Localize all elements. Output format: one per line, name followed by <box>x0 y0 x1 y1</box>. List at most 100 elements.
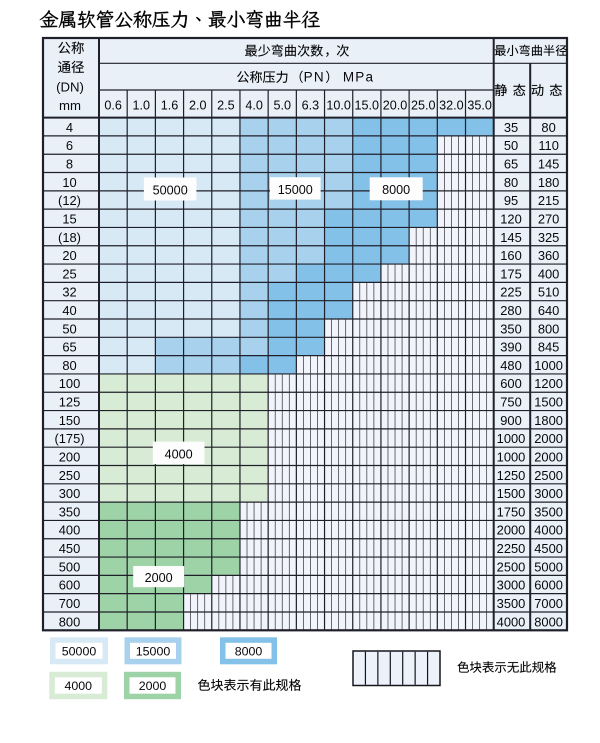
svg-text:300: 300 <box>59 486 81 501</box>
svg-text:80: 80 <box>504 175 518 190</box>
svg-text:400: 400 <box>538 266 560 281</box>
svg-text:3500: 3500 <box>497 596 526 611</box>
svg-text:480: 480 <box>500 358 522 373</box>
svg-text:50000: 50000 <box>153 183 188 197</box>
svg-text:3500: 3500 <box>534 504 563 519</box>
svg-text:3000: 3000 <box>497 578 526 593</box>
svg-text:15: 15 <box>62 212 76 227</box>
svg-text:270: 270 <box>538 212 560 227</box>
svg-text:350: 350 <box>500 321 522 336</box>
svg-text:175: 175 <box>500 266 522 281</box>
svg-text:(175): (175) <box>54 431 84 446</box>
svg-text:600: 600 <box>500 376 522 391</box>
svg-text:700: 700 <box>59 596 81 611</box>
svg-text:145: 145 <box>500 230 522 245</box>
svg-text:800: 800 <box>538 321 560 336</box>
svg-text:110: 110 <box>538 138 559 153</box>
svg-text:800: 800 <box>59 614 81 629</box>
svg-text:40: 40 <box>62 303 76 318</box>
svg-text:2250: 2250 <box>497 541 526 556</box>
svg-text:20: 20 <box>62 248 76 263</box>
svg-text:80: 80 <box>62 358 76 373</box>
svg-text:5.0: 5.0 <box>274 98 292 112</box>
svg-text:150: 150 <box>59 413 81 428</box>
svg-text:5000: 5000 <box>534 559 563 574</box>
svg-text:4000: 4000 <box>65 679 93 693</box>
svg-text:125: 125 <box>59 395 81 410</box>
svg-text:450: 450 <box>59 541 81 556</box>
svg-text:80: 80 <box>541 120 555 135</box>
svg-text:4500: 4500 <box>534 541 563 556</box>
svg-text:400: 400 <box>59 523 81 538</box>
svg-text:8000: 8000 <box>534 614 563 629</box>
svg-text:15000: 15000 <box>278 183 313 197</box>
svg-text:32.0: 32.0 <box>439 98 464 112</box>
svg-text:8000: 8000 <box>382 183 410 197</box>
svg-text:2500: 2500 <box>497 559 526 574</box>
svg-text:2500: 2500 <box>534 468 563 483</box>
svg-text:4.0: 4.0 <box>245 98 263 112</box>
svg-text:2000: 2000 <box>534 450 563 465</box>
svg-text:50: 50 <box>504 138 518 153</box>
svg-text:390: 390 <box>500 340 522 355</box>
svg-text:250: 250 <box>59 468 81 483</box>
svg-text:225: 225 <box>500 285 522 300</box>
svg-text:10.0: 10.0 <box>326 98 351 112</box>
svg-text:35: 35 <box>504 120 518 135</box>
svg-text:8000: 8000 <box>235 644 263 658</box>
svg-text:10: 10 <box>62 175 76 190</box>
svg-text:65: 65 <box>504 157 518 172</box>
svg-text:0.6: 0.6 <box>104 98 122 112</box>
svg-text:(18): (18) <box>58 230 81 245</box>
svg-text:120: 120 <box>500 212 522 227</box>
svg-text:1750: 1750 <box>497 504 526 519</box>
svg-text:360: 360 <box>538 248 560 263</box>
svg-text:280: 280 <box>500 303 522 318</box>
svg-text:8: 8 <box>66 157 73 172</box>
svg-text:350: 350 <box>59 504 81 519</box>
svg-text:2000: 2000 <box>139 679 167 693</box>
svg-text:750: 750 <box>500 395 522 410</box>
svg-text:1.0: 1.0 <box>133 98 151 112</box>
svg-text:3000: 3000 <box>534 486 563 501</box>
svg-text:200: 200 <box>59 450 81 465</box>
svg-text:PN: PN <box>304 70 325 85</box>
svg-text:215: 215 <box>538 193 560 208</box>
svg-text:1000: 1000 <box>497 431 526 446</box>
svg-text:500: 500 <box>59 559 81 574</box>
svg-text:50000: 50000 <box>62 644 97 658</box>
svg-text:1250: 1250 <box>497 468 526 483</box>
svg-text:1500: 1500 <box>534 395 563 410</box>
svg-text:MPa: MPa <box>343 70 374 85</box>
svg-text:900: 900 <box>500 413 522 428</box>
svg-text:6: 6 <box>66 138 73 153</box>
svg-text:1000: 1000 <box>534 358 563 373</box>
svg-text:1800: 1800 <box>534 413 563 428</box>
svg-text:1.6: 1.6 <box>161 98 179 112</box>
svg-text:25.0: 25.0 <box>411 98 436 112</box>
svg-text:2.5: 2.5 <box>217 98 235 112</box>
svg-text:15.0: 15.0 <box>355 98 380 112</box>
svg-text:20.0: 20.0 <box>383 98 408 112</box>
svg-text:15000: 15000 <box>136 644 171 658</box>
svg-text:325: 325 <box>538 230 560 245</box>
svg-text:6.3: 6.3 <box>302 98 320 112</box>
svg-text:32: 32 <box>62 285 76 300</box>
svg-text:2000: 2000 <box>497 523 526 538</box>
svg-text:100: 100 <box>59 376 81 391</box>
svg-text:845: 845 <box>538 340 560 355</box>
svg-text:35.0: 35.0 <box>467 98 492 112</box>
svg-text:1200: 1200 <box>534 376 563 391</box>
svg-text:7000: 7000 <box>534 596 563 611</box>
svg-text:(12): (12) <box>58 193 81 208</box>
svg-text:(DN): (DN) <box>56 80 84 95</box>
svg-text:mm: mm <box>59 98 81 113</box>
svg-text:4000: 4000 <box>534 523 563 538</box>
svg-text:95: 95 <box>504 193 518 208</box>
svg-text:640: 640 <box>538 303 560 318</box>
svg-text:160: 160 <box>500 248 522 263</box>
svg-text:510: 510 <box>538 285 560 300</box>
svg-text:1000: 1000 <box>497 450 526 465</box>
svg-text:145: 145 <box>538 157 560 172</box>
svg-text:180: 180 <box>538 175 560 190</box>
